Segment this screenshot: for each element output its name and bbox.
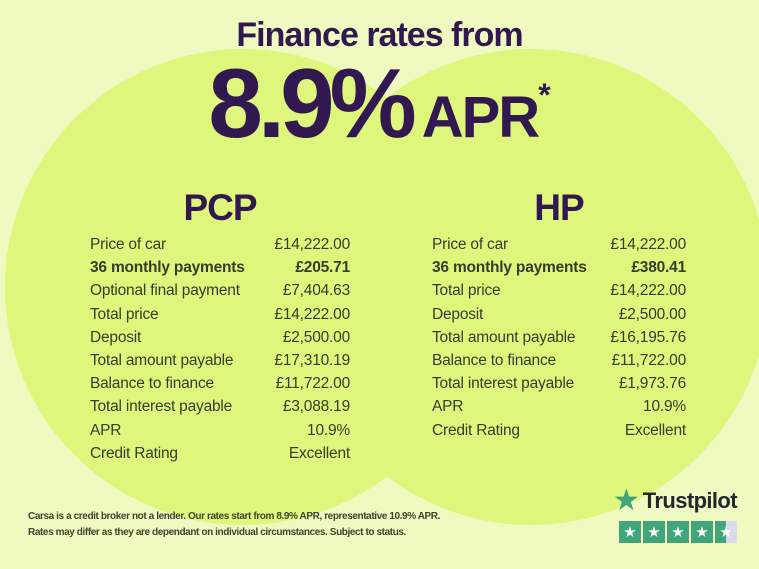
row-value: £14,222.00 (274, 305, 350, 323)
row-label: APR (432, 398, 464, 416)
table-row: Total interest payable £1,973.76 (432, 375, 686, 398)
footnote-asterisk: * (538, 77, 551, 113)
banner-title: Finance rates from (236, 16, 523, 54)
row-value: £16,195.76 (610, 328, 686, 346)
row-label: Total price (432, 282, 501, 300)
table-row: APR 10.9% (90, 422, 350, 445)
trustpilot-stars: ★ ★ ★ ★ ★ (613, 521, 737, 543)
trustpilot-rating-star-icon: ★ (619, 521, 641, 543)
hp-table-title: HP (534, 187, 584, 228)
trustpilot-rating-star-icon: ★ (667, 521, 689, 543)
row-label: Total amount payable (90, 351, 234, 369)
row-value: £11,722.00 (611, 351, 687, 369)
row-label: 36 monthly payments (90, 259, 245, 277)
table-row: Total amount payable £17,310.19 (90, 352, 350, 375)
table-row: 36 monthly payments £205.71 (90, 259, 350, 282)
row-label: Deposit (432, 305, 484, 323)
row-label: 36 monthly payments (432, 259, 587, 277)
row-label: Price of car (432, 236, 508, 253)
row-value: £14,222.00 (610, 282, 686, 300)
table-row: Balance to finance £11,722.00 (90, 375, 350, 398)
row-label: Balance to finance (90, 375, 214, 393)
table-row: Credit Rating Excellent (90, 445, 350, 468)
row-value: £14,222.00 (274, 236, 350, 253)
row-label: Balance to finance (432, 351, 556, 369)
trustpilot-rating-star-icon: ★ (643, 521, 665, 543)
row-value: £7,404.63 (282, 282, 350, 300)
row-label: Credit Rating (90, 444, 178, 462)
table-row: APR 10.9% (432, 398, 686, 421)
table-row: Total amount payable £16,195.76 (432, 329, 686, 352)
row-label: Credit Rating (432, 421, 520, 439)
row-label: Total amount payable (432, 328, 576, 346)
table-row: Credit Rating Excellent (432, 422, 686, 445)
decorative-circle-right (293, 49, 759, 525)
table-row: 36 monthly payments £380.41 (432, 259, 686, 282)
row-label: Price of car (90, 236, 166, 253)
trustpilot-rating-star-icon: ★ (715, 521, 737, 543)
row-label: Deposit (90, 328, 142, 346)
row-label: Optional final payment (90, 282, 240, 300)
rate-value: 8.9% (208, 48, 416, 158)
row-label: APR (90, 421, 122, 439)
headline-rate: 8.9% APR* (0, 54, 759, 152)
row-label: Total interest payable (432, 375, 575, 393)
legal-disclaimer: Carsa is a credit broker not a lender. O… (28, 509, 440, 541)
table-row: Deposit £2,500.00 (90, 329, 350, 352)
row-value: £17,310.19 (274, 351, 350, 369)
pcp-table-title: PCP (183, 187, 257, 228)
row-value: 10.9% (307, 421, 350, 439)
row-value: £11,722.00 (275, 375, 351, 393)
table-row: Total price £14,222.00 (90, 306, 350, 329)
disclaimer-line-2: Rates may differ as they are dependant o… (28, 527, 406, 538)
trustpilot-widget[interactable]: ★ Trustpilot ★ ★ ★ ★ ★ (612, 483, 738, 543)
row-value: £205.71 (295, 259, 350, 277)
hp-finance-table: HP Price of car £14,222.00 36 monthly paym… (432, 186, 686, 445)
row-value: 10.9% (643, 398, 686, 416)
table-row: Total interest payable £3,088.19 (90, 398, 350, 421)
row-label: Total price (90, 305, 159, 323)
pcp-table-rows: Price of car £14,222.00 36 monthly payment… (90, 236, 350, 468)
row-value: Excellent (624, 421, 686, 439)
table-row: Balance to finance £11,722.00 (432, 352, 686, 375)
table-row: Total price £14,222.00 (432, 282, 686, 305)
row-label: Total interest payable (90, 398, 233, 416)
row-value: £1,973.76 (618, 375, 686, 393)
table-row: Optional final payment £7,404.63 (90, 282, 350, 305)
disclaimer-line-1: Carsa is a credit broker not a lender. O… (28, 511, 440, 522)
rate-suffix: APR* (421, 77, 551, 150)
trustpilot-brand-name: Trustpilot (642, 488, 738, 513)
table-row: Price of car £14,222.00 (432, 236, 686, 259)
row-value: Excellent (288, 444, 350, 462)
row-value: £2,500.00 (282, 328, 350, 346)
table-row: Deposit £2,500.00 (432, 306, 686, 329)
row-value: £14,222.00 (610, 236, 686, 253)
table-row: Price of car £14,222.00 (90, 236, 350, 259)
trustpilot-star-icon: ★ (612, 483, 640, 518)
row-value: £3,088.19 (282, 398, 350, 416)
pcp-finance-table: PCP Price of car £14,222.00 36 monthly pay… (90, 186, 350, 468)
hp-table-rows: Price of car £14,222.00 36 monthly payment… (432, 236, 686, 445)
trustpilot-rating-star-icon: ★ (691, 521, 713, 543)
trustpilot-logo: ★ Trustpilot (612, 483, 738, 518)
row-value: £2,500.00 (618, 305, 686, 323)
row-value: £380.41 (631, 259, 686, 277)
